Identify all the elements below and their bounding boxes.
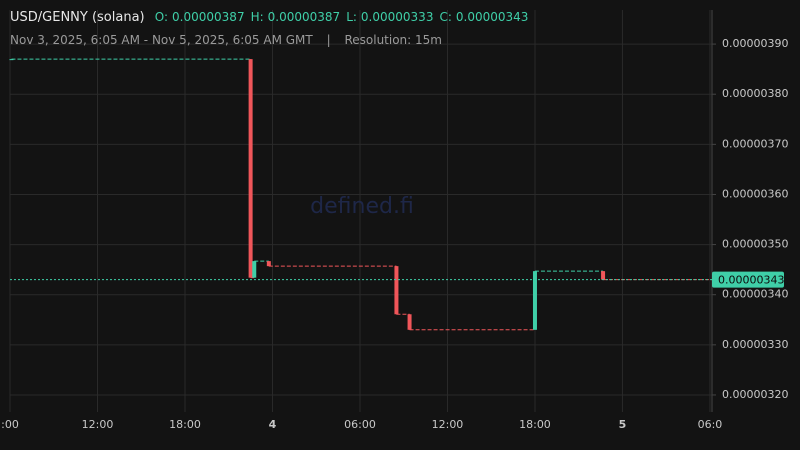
chart-subtitle-row: Nov 3, 2025, 6:05 AM - Nov 5, 2025, 6:05… bbox=[10, 33, 442, 47]
x-tick-label: 06:00 bbox=[344, 418, 376, 431]
ohlc-label: C: bbox=[439, 10, 452, 24]
x-tick-label: :00 bbox=[1, 418, 19, 431]
ohlc-label: H: bbox=[250, 10, 264, 24]
candle-body bbox=[248, 59, 253, 278]
x-tick-label: 18:00 bbox=[169, 418, 201, 431]
resolution: Resolution: 15m bbox=[344, 33, 442, 47]
x-tick-label: 5 bbox=[619, 418, 627, 431]
ohlc-value: 0.00000387 bbox=[172, 10, 245, 24]
chart-header: USD/GENNY (solana) O: 0.00000387 H: 0.00000… bbox=[10, 10, 528, 25]
x-tick-label: 12:00 bbox=[82, 418, 114, 431]
ohlc-label: L: bbox=[346, 10, 357, 24]
candle-body bbox=[601, 271, 606, 280]
x-tick-label: 06:0 bbox=[698, 418, 723, 431]
y-tick-label: 0.00000350 bbox=[722, 238, 788, 251]
ohlc-value: 0.00000333 bbox=[360, 10, 434, 24]
y-tick-label: 0.00000330 bbox=[722, 338, 788, 351]
ohlc-value: 0.00000387 bbox=[267, 10, 341, 24]
y-tick-label: 0.00000360 bbox=[722, 187, 788, 200]
chart-subtitle: Nov 3, 2025, 6:05 AM - Nov 5, 2025, 6:05… bbox=[10, 33, 313, 47]
y-tick-label: 0.00000320 bbox=[722, 388, 788, 401]
last-price-tag bbox=[712, 271, 784, 288]
ohlc-label: O: bbox=[154, 10, 169, 24]
x-tick-label: 18:00 bbox=[519, 418, 551, 431]
x-tick-label: 4 bbox=[269, 418, 277, 431]
y-tick-label: 0.00000380 bbox=[722, 87, 788, 100]
watermark: defined.fi bbox=[310, 194, 414, 219]
candle-body bbox=[394, 266, 399, 315]
last-price-label: 0.00000343 bbox=[718, 274, 784, 287]
y-tick-label: 0.00000340 bbox=[722, 288, 788, 301]
chart-title: USD/GENNY (solana) bbox=[10, 10, 145, 25]
candle-body bbox=[532, 271, 537, 330]
candle-body bbox=[266, 261, 271, 267]
y-tick-label: 0.00000390 bbox=[722, 37, 788, 50]
y-tick-label: 0.00000370 bbox=[722, 137, 788, 150]
ohlc-value: 0.00000343 bbox=[455, 10, 529, 24]
x-tick-label: 12:00 bbox=[432, 418, 464, 431]
ohlc-legend: O: 0.00000387 H: 0.00000387 L: 0.00000333 C: 0.… bbox=[149, 10, 529, 25]
candle-body bbox=[9, 59, 14, 61]
candle-body bbox=[252, 261, 257, 278]
candle-body bbox=[407, 314, 412, 330]
